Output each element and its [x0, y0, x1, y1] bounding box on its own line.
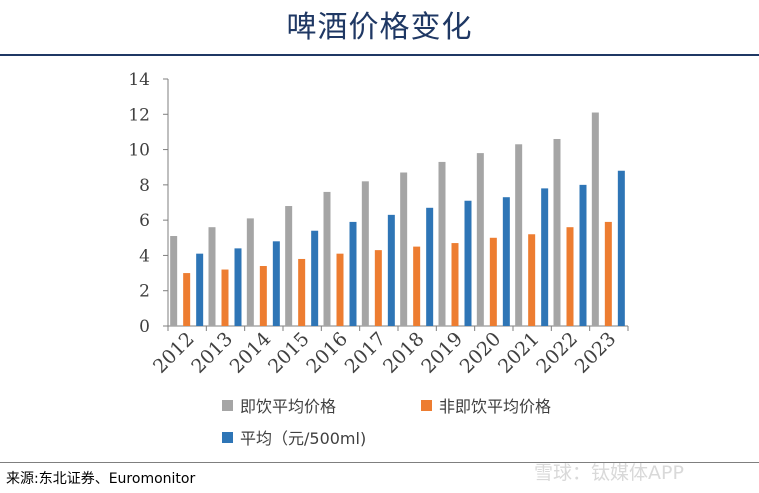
- chart-title: 啤酒价格变化: [286, 10, 473, 45]
- bar-1-2016: [323, 191, 331, 326]
- legend-label-3: 平均（元/500ml): [240, 429, 366, 448]
- bar-2-2017: [374, 250, 382, 326]
- y-tick-label: 14: [128, 70, 150, 90]
- y-tick-label: 0: [139, 317, 150, 337]
- bar-2-2012: [183, 273, 191, 326]
- bar-2-2014: [259, 266, 267, 326]
- source-note: 来源:东北证券、Euromonitor: [6, 471, 196, 487]
- x-tick-label: 2018: [379, 328, 429, 378]
- bar-3-2014: [272, 241, 280, 326]
- bar-2-2018: [413, 246, 421, 326]
- bar-3-2016: [349, 221, 357, 326]
- bar-1-2022: [553, 138, 561, 326]
- bar-3-2023: [617, 170, 625, 326]
- x-tick-label: 2015: [264, 328, 314, 378]
- bar-2-2016: [336, 253, 344, 326]
- bar-3-2013: [234, 248, 242, 326]
- legend-label-1: 即饮平均价格: [240, 397, 336, 416]
- y-tick-label: 4: [139, 246, 150, 266]
- bar-2-2022: [566, 227, 574, 326]
- bar-1-2017: [361, 181, 369, 326]
- bar-1-2018: [400, 172, 408, 326]
- bar-3-2018: [426, 207, 434, 326]
- bar-1-2019: [438, 161, 446, 326]
- y-tick-label: 10: [128, 141, 150, 161]
- x-tick-label: 2014: [226, 328, 276, 378]
- y-tick-label: 2: [139, 282, 150, 302]
- x-tick-label: 2020: [456, 328, 506, 378]
- x-tick-label: 2012: [149, 328, 199, 378]
- watermark: 雪球：钛媒体APP: [534, 462, 684, 484]
- legend-swatch-2: [421, 400, 432, 411]
- x-tick-label: 2013: [187, 328, 237, 378]
- bar-2-2020: [489, 237, 497, 326]
- bar-1-2021: [515, 144, 523, 326]
- legend-swatch-1: [222, 400, 233, 411]
- bar-3-2022: [579, 184, 587, 326]
- bar-2-2023: [604, 221, 612, 326]
- bar-2-2019: [451, 243, 459, 326]
- y-tick-label: 12: [128, 105, 150, 125]
- y-tick-label: 6: [139, 211, 150, 231]
- bar-1-2014: [246, 218, 254, 326]
- x-tick-label: 2016: [302, 328, 352, 378]
- x-tick-label: 2022: [532, 328, 582, 378]
- bar-1-2023: [591, 112, 599, 327]
- x-tick-label: 2017: [341, 328, 391, 378]
- bar-1-2012: [170, 236, 178, 326]
- bar-3-2020: [502, 197, 510, 326]
- title-divider: [0, 54, 759, 56]
- bar-2-2015: [298, 258, 306, 326]
- footer-divider: [0, 462, 759, 463]
- bar-3-2021: [541, 188, 549, 326]
- bar-1-2015: [285, 206, 293, 326]
- bar-3-2015: [311, 230, 319, 326]
- legend-label-2: 非即饮平均价格: [439, 397, 551, 416]
- y-tick-label: 8: [139, 176, 150, 196]
- bar-2-2013: [221, 269, 229, 326]
- bar-3-2019: [464, 200, 472, 326]
- bar-1-2013: [208, 227, 216, 326]
- x-tick-label: 2019: [417, 328, 467, 378]
- x-tick-label: 2023: [571, 328, 621, 378]
- bar-3-2017: [387, 214, 395, 326]
- legend-swatch-3: [222, 432, 233, 443]
- bar-3-2012: [196, 253, 204, 326]
- x-tick-label: 2021: [494, 328, 544, 378]
- bar-1-2020: [476, 153, 484, 326]
- bar-2-2021: [528, 234, 536, 326]
